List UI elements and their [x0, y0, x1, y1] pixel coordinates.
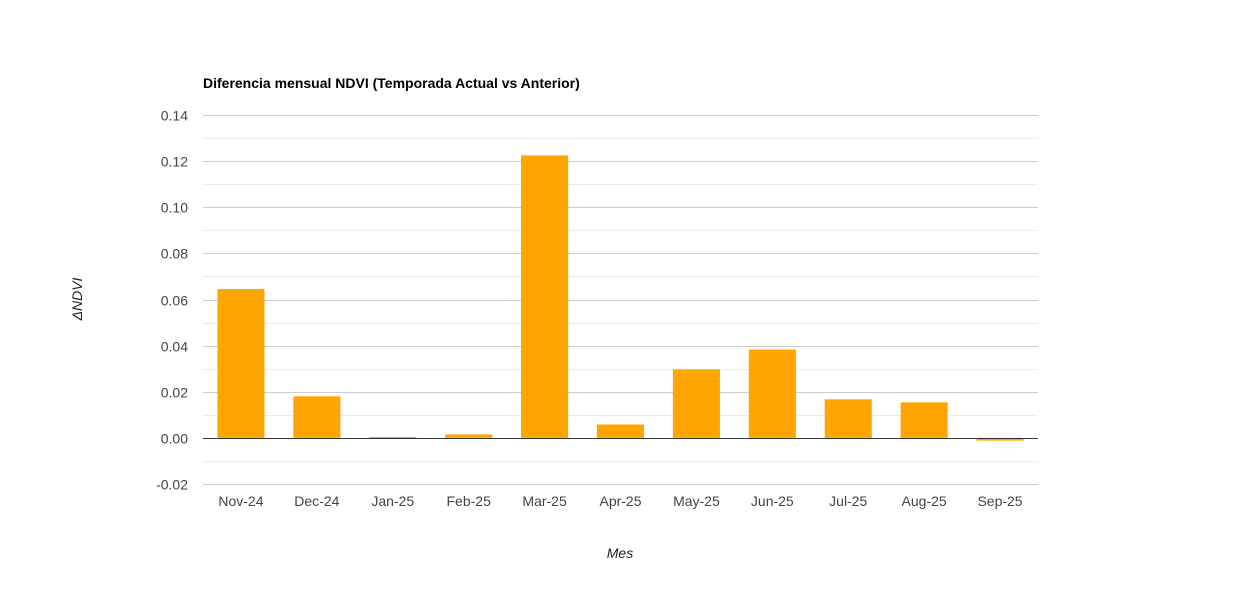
y-tick-label: 0.12	[161, 154, 188, 170]
x-tick-label: Mar-25	[522, 493, 567, 509]
y-tick-label: 0.14	[161, 108, 188, 124]
x-tick-label: Jul-25	[829, 493, 867, 509]
bar-jun-25	[748, 349, 796, 438]
y-tick-label: 0.00	[161, 431, 188, 447]
y-axis-ticks: -0.02 0.00 0.02 0.04 0.06 0.08 0.10 0.12 0.14	[156, 108, 188, 493]
chart-title: Diferencia mensual NDVI (Temporada Actua…	[203, 75, 580, 91]
y-tick-label: 0.06	[161, 293, 188, 309]
y-tick-label: -0.02	[156, 477, 188, 493]
x-axis-title: Mes	[607, 545, 633, 561]
x-tick-label: Jan-25	[371, 493, 414, 509]
x-tick-label: Aug-25	[902, 493, 947, 509]
gridlines	[203, 115, 1038, 485]
bar-dec-24	[293, 396, 341, 438]
bar-feb-25	[445, 434, 493, 438]
bar-apr-25	[596, 424, 645, 438]
bar-aug-25	[900, 402, 948, 438]
bar-sep-25	[976, 437, 1024, 441]
y-tick-label: 0.02	[161, 385, 188, 401]
x-tick-label: Jun-25	[751, 493, 794, 509]
x-tick-label: Nov-24	[218, 493, 263, 509]
x-tick-label: May-25	[673, 493, 720, 509]
x-tick-label: Apr-25	[599, 493, 641, 509]
bars	[217, 155, 1024, 441]
x-tick-label: Sep-25	[977, 493, 1022, 509]
x-tick-label: Dec-24	[294, 493, 339, 509]
y-tick-label: 0.10	[161, 200, 188, 216]
y-tick-label: 0.08	[161, 246, 188, 262]
bar-jan-25	[369, 436, 417, 438]
bar-mar-25	[521, 155, 569, 438]
bar-nov-24	[217, 289, 265, 438]
bar-jul-25	[824, 399, 872, 438]
y-tick-label: 0.04	[161, 339, 188, 355]
x-tick-label: Feb-25	[447, 493, 492, 509]
bar-may-25	[672, 369, 720, 438]
x-axis-ticks: Nov-24 Dec-24 Jan-25 Feb-25 Mar-25 Apr-25 May-…	[218, 493, 1022, 509]
y-axis-title: ΔNDVI	[69, 277, 85, 321]
